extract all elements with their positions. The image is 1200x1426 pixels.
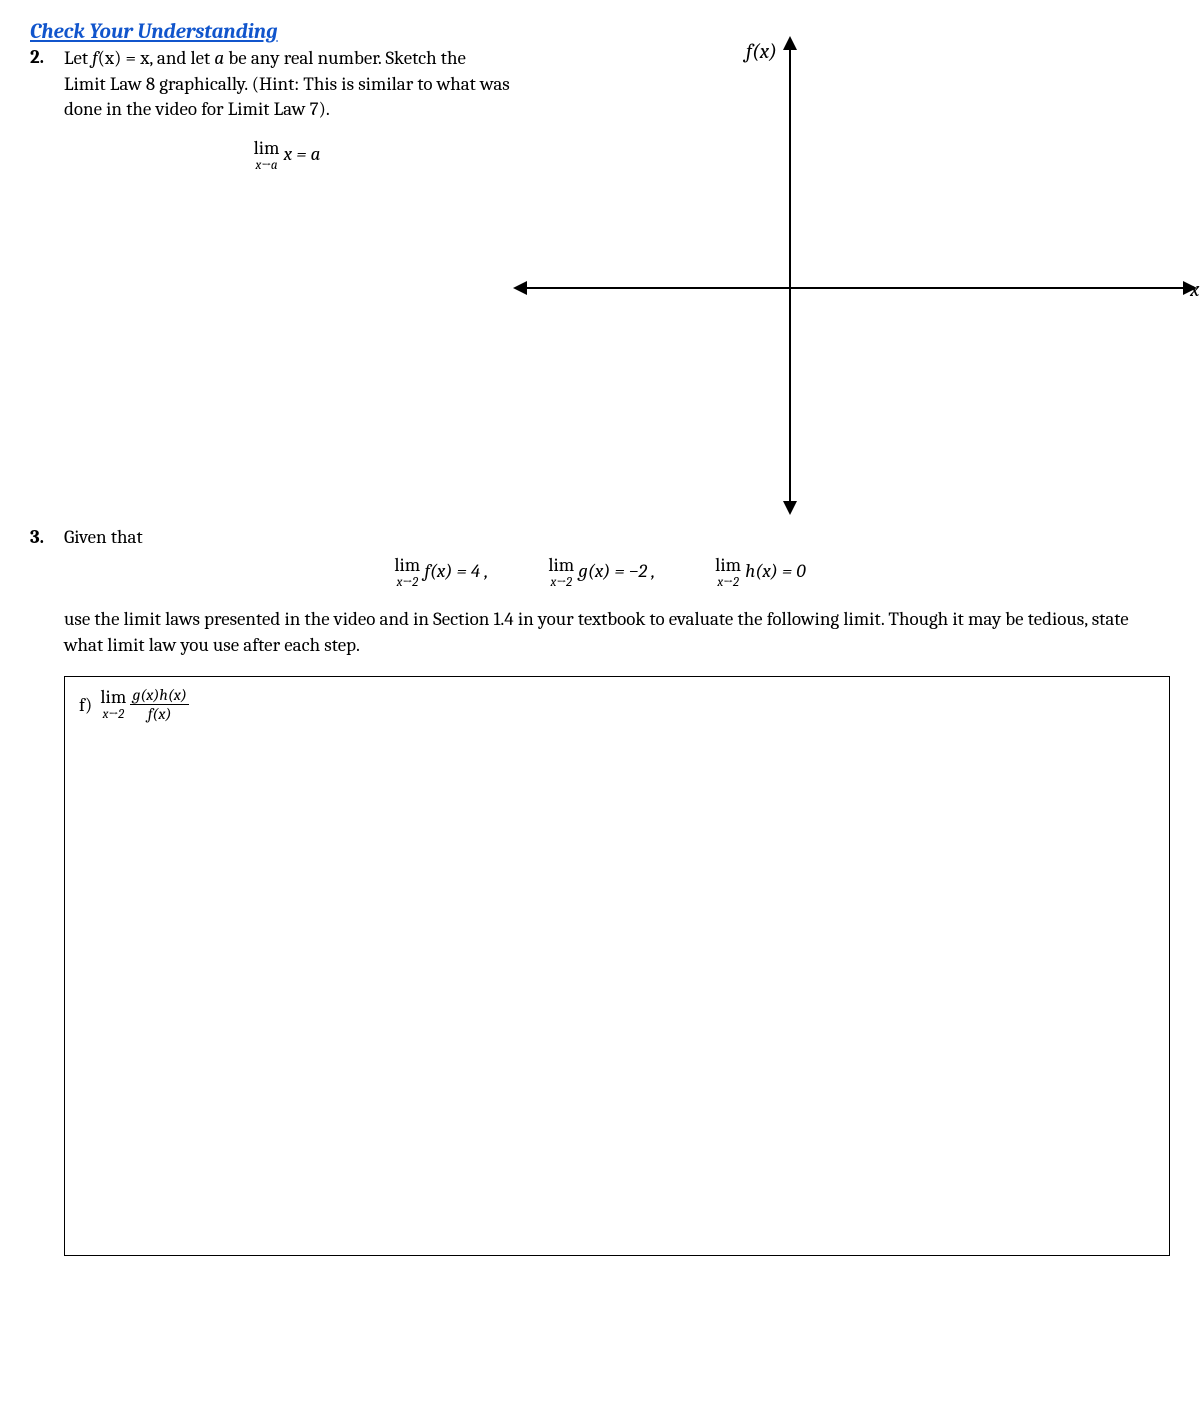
lim-fn: f(x) = 4 , [424,560,488,582]
lim-subscript: x→a [254,159,280,172]
q2-text-a: Let [64,47,92,69]
coordinate-graph: f(x) x [510,46,1170,516]
given-limits-row: lim x→2 f(x) = 4 , lim x→2 g(x) = −2 , l… [30,556,1170,589]
limit-g: lim x→2 g(x) = −2 , [548,556,655,589]
lim-subscript: x→2 [394,576,420,589]
lim-fn: g(x) = −2 , [578,560,655,582]
question-number: 2. [30,46,64,172]
fraction-denominator: f(x) [130,705,188,722]
question-3-header: 3. Given that [30,526,1170,548]
lim-subscript: x→2 [548,576,574,589]
lim-subscript: x→2 [100,708,126,721]
q3-intro: Given that [64,526,143,548]
part-label: f) [79,694,92,716]
y-axis-label: f(x) [746,40,777,64]
x-axis-label: x [1190,278,1199,302]
lim-word: lim [254,139,280,158]
lim-word: lim [548,556,574,575]
question-2-block: 2. Let f(x) = x, and let a be any real n… [30,46,1170,516]
answer-box: f) lim x→2 g(x)h(x) f(x) [64,676,1170,1256]
lim-operator: lim x→a [254,139,280,172]
lim-rhs: x = a [279,143,320,165]
lim-fn: h(x) = 0 [745,560,805,582]
q2-text-c: (x) = x, and let [98,47,215,69]
q2-var-a: a [214,47,224,69]
axes-svg [510,28,1200,518]
limit-law-expression: lim x→a x = a [64,139,510,172]
q3-instructions: use the limit laws presented in the vide… [64,607,1170,658]
lim-subscript: x→2 [715,576,741,589]
question-number: 3. [30,526,64,548]
question-body: Let f(x) = x, and let a be any real numb… [64,46,510,172]
fraction-numerator: g(x)h(x) [130,687,188,705]
fraction: g(x)h(x) f(x) [130,687,188,722]
limit-f: lim x→2 f(x) = 4 , [394,556,488,589]
question-2-text: 2. Let f(x) = x, and let a be any real n… [30,46,510,172]
lim-operator: lim x→2 [100,688,126,721]
limit-h: lim x→2 h(x) = 0 [715,556,805,589]
lim-word: lim [100,688,126,707]
lim-word: lim [394,556,420,575]
lim-word: lim [715,556,741,575]
